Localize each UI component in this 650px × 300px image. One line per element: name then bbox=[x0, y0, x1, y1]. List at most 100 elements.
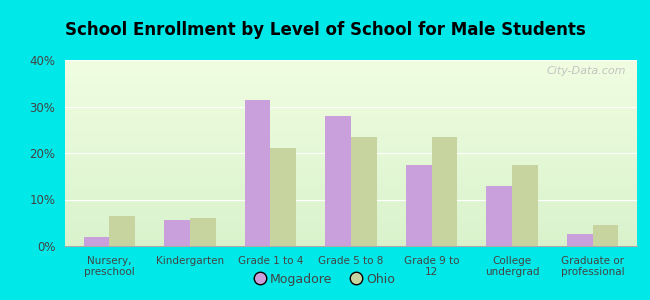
Bar bbox=[65, 149, 637, 151]
Bar bbox=[65, 205, 637, 207]
Bar bbox=[65, 71, 637, 73]
Bar bbox=[244, 100, 270, 246]
Bar bbox=[65, 177, 637, 179]
Bar bbox=[65, 77, 637, 79]
Bar bbox=[65, 146, 637, 147]
Bar bbox=[65, 68, 637, 69]
Bar bbox=[65, 64, 637, 66]
Bar bbox=[65, 131, 637, 133]
Bar bbox=[486, 185, 512, 246]
Bar bbox=[65, 211, 637, 212]
Bar bbox=[65, 235, 637, 237]
Bar bbox=[65, 99, 637, 101]
Bar bbox=[593, 225, 618, 246]
Bar bbox=[65, 216, 637, 218]
Bar bbox=[65, 244, 637, 246]
Bar bbox=[65, 157, 637, 159]
Bar bbox=[164, 220, 190, 246]
Bar bbox=[351, 137, 377, 246]
Bar bbox=[65, 184, 637, 187]
Bar bbox=[65, 92, 637, 94]
Bar bbox=[325, 116, 351, 246]
Bar bbox=[65, 212, 637, 214]
Bar bbox=[65, 231, 637, 233]
Bar bbox=[65, 125, 637, 127]
Bar bbox=[84, 237, 109, 246]
Legend: Mogadore, Ohio: Mogadore, Ohio bbox=[250, 268, 400, 291]
Bar bbox=[65, 95, 637, 97]
Bar bbox=[65, 108, 637, 110]
Bar bbox=[65, 226, 637, 227]
Bar bbox=[65, 168, 637, 170]
Bar bbox=[65, 138, 637, 140]
Text: School Enrollment by Level of School for Male Students: School Enrollment by Level of School for… bbox=[64, 21, 586, 39]
Bar bbox=[567, 234, 593, 246]
Bar bbox=[65, 105, 637, 106]
Bar bbox=[65, 110, 637, 112]
Bar bbox=[65, 242, 637, 244]
Bar bbox=[65, 112, 637, 114]
Bar bbox=[65, 103, 637, 105]
Bar bbox=[65, 181, 637, 183]
Bar bbox=[65, 218, 637, 220]
Bar bbox=[65, 207, 637, 209]
Bar bbox=[65, 227, 637, 229]
Bar bbox=[65, 101, 637, 103]
Bar bbox=[65, 155, 637, 157]
Bar bbox=[65, 160, 637, 162]
Bar bbox=[65, 222, 637, 224]
Bar bbox=[65, 237, 637, 239]
Bar bbox=[65, 106, 637, 108]
Bar bbox=[65, 214, 637, 216]
Bar bbox=[65, 86, 637, 88]
Bar bbox=[512, 165, 538, 246]
Bar bbox=[190, 218, 216, 246]
Bar bbox=[65, 170, 637, 172]
Bar bbox=[65, 153, 637, 155]
Bar bbox=[65, 122, 637, 123]
Bar bbox=[65, 173, 637, 175]
Bar bbox=[65, 82, 637, 84]
Bar bbox=[65, 162, 637, 164]
Bar bbox=[432, 137, 458, 246]
Bar bbox=[65, 60, 637, 62]
Bar bbox=[65, 240, 637, 242]
Bar bbox=[65, 188, 637, 190]
Bar bbox=[65, 187, 637, 188]
Bar bbox=[109, 216, 135, 246]
Bar bbox=[65, 172, 637, 173]
Bar bbox=[65, 194, 637, 196]
Bar bbox=[65, 75, 637, 77]
Bar bbox=[65, 190, 637, 192]
Bar bbox=[65, 192, 637, 194]
Bar bbox=[65, 196, 637, 198]
Bar bbox=[65, 134, 637, 136]
Bar bbox=[65, 79, 637, 80]
Bar bbox=[65, 166, 637, 168]
Bar bbox=[65, 88, 637, 90]
Bar bbox=[65, 164, 637, 166]
Bar bbox=[65, 175, 637, 177]
Bar bbox=[65, 129, 637, 131]
Bar bbox=[65, 220, 637, 222]
Bar bbox=[65, 151, 637, 153]
Bar bbox=[65, 142, 637, 144]
Bar bbox=[65, 136, 637, 138]
Bar bbox=[65, 229, 637, 231]
Bar bbox=[65, 201, 637, 203]
Bar bbox=[65, 123, 637, 125]
Bar bbox=[65, 147, 637, 149]
Bar bbox=[65, 118, 637, 119]
Bar bbox=[65, 144, 637, 146]
Bar bbox=[65, 69, 637, 71]
Bar bbox=[65, 200, 637, 201]
Bar bbox=[65, 97, 637, 99]
Bar bbox=[65, 140, 637, 142]
Bar bbox=[65, 183, 637, 184]
Bar bbox=[270, 148, 296, 246]
Bar bbox=[65, 84, 637, 86]
Bar bbox=[65, 114, 637, 116]
Bar bbox=[65, 127, 637, 129]
Bar bbox=[65, 116, 637, 118]
Bar bbox=[65, 159, 637, 161]
